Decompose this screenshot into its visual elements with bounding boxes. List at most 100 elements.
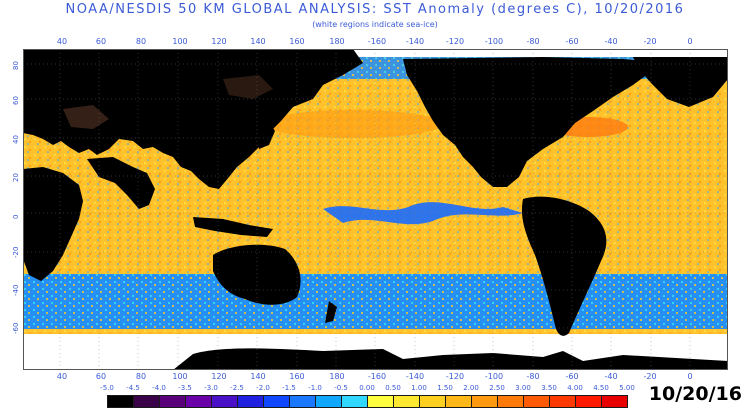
- longitude-label: -20: [643, 372, 657, 381]
- longitude-label: -80: [526, 37, 540, 46]
- longitude-label: -140: [405, 37, 425, 46]
- colorbar-swatch: [107, 395, 134, 408]
- longitude-label: 160: [289, 372, 305, 381]
- longitude-label: 180: [329, 37, 345, 46]
- japan-land: [255, 119, 275, 149]
- colorbar-swatch: [575, 395, 602, 408]
- colorbar-swatch: [315, 395, 342, 408]
- longitude-label: 60: [95, 37, 107, 46]
- colorbar-label: -3.5: [178, 384, 192, 392]
- date-stamp: 10/20/16: [648, 383, 742, 405]
- longitude-label: 140: [250, 372, 266, 381]
- asia-detail: [223, 75, 273, 99]
- colorbar-swatch: [497, 395, 524, 408]
- longitude-label: 180: [329, 372, 345, 381]
- latitude-label: 20: [12, 173, 20, 182]
- colorbar-label: 4.50: [593, 384, 609, 392]
- europe-detail: [63, 105, 109, 129]
- colorbar-swatch: [289, 395, 316, 408]
- colorbar-swatch: [523, 395, 550, 408]
- longitude-label: 100: [172, 37, 188, 46]
- colorbar-label: 0.00: [359, 384, 375, 392]
- colorbar-label: 1.50: [437, 384, 453, 392]
- longitude-label: 120: [211, 372, 227, 381]
- colorbar-swatch: [393, 395, 420, 408]
- longitude-label: -120: [445, 37, 465, 46]
- colorbar-label: 5.00: [619, 384, 635, 392]
- longitude-label: -100: [484, 372, 504, 381]
- latitude-label: 40: [12, 135, 20, 144]
- longitude-label: -120: [445, 372, 465, 381]
- map-subtitle: (white regions indicate sea-ice): [312, 20, 438, 29]
- colorbar-label: 2.50: [489, 384, 505, 392]
- longitude-label: 80: [135, 37, 147, 46]
- colorbar-label: -1.5: [282, 384, 296, 392]
- colorbar-label: -2.5: [230, 384, 244, 392]
- colorbar-swatch: [133, 395, 160, 408]
- colorbar-label: -4.0: [152, 384, 166, 392]
- africa-land: [23, 167, 83, 281]
- longitude-label: 60: [95, 372, 107, 381]
- colorbar-label: -5.0: [100, 384, 114, 392]
- colorbar-swatch: [185, 395, 212, 408]
- latitude-label: -60: [12, 322, 20, 334]
- longitude-label: 160: [289, 37, 305, 46]
- latitude-label: -40: [12, 284, 20, 296]
- colorbar-label: 3.00: [515, 384, 531, 392]
- north-pacific-warm: [263, 110, 443, 138]
- colorbar-label: -2.0: [256, 384, 270, 392]
- colorbar-label: 1.00: [411, 384, 427, 392]
- colorbar-swatch: [237, 395, 264, 408]
- south-america-land: [521, 196, 607, 336]
- colorbar-swatch: [471, 395, 498, 408]
- colorbar-swatch: [601, 395, 628, 408]
- graticule: [23, 49, 728, 370]
- new-zealand-land: [325, 301, 337, 323]
- colorbar-label: 0.50: [385, 384, 401, 392]
- colorbar-label: -4.5: [126, 384, 140, 392]
- longitude-label: -160: [367, 372, 387, 381]
- longitude-label: -80: [526, 372, 540, 381]
- longitude-label: 0: [687, 372, 693, 381]
- sst-anomaly-map: [23, 49, 728, 370]
- colorbar-label: -3.0: [204, 384, 218, 392]
- longitude-label: -140: [405, 372, 425, 381]
- latitude-label: 0: [12, 214, 20, 219]
- colorbar-label: 3.50: [541, 384, 557, 392]
- colorbar-swatch: [159, 395, 186, 408]
- latitude-label: 60: [12, 96, 20, 105]
- colorbar-swatch: [549, 395, 576, 408]
- colorbar-label: -1.0: [308, 384, 322, 392]
- longitude-label: -20: [643, 37, 657, 46]
- longitude-label: -40: [604, 37, 618, 46]
- greenland-land: [633, 57, 728, 107]
- indonesia-land: [193, 217, 273, 237]
- longitude-label: -60: [565, 37, 579, 46]
- colorbar-swatch: [419, 395, 446, 408]
- southern-ocean-cool-band: [23, 274, 728, 329]
- antarctica-land: [173, 348, 728, 370]
- longitude-label: 0: [687, 37, 693, 46]
- arabia-india-land: [87, 157, 155, 209]
- longitude-label: -60: [565, 372, 579, 381]
- latitude-label: 80: [12, 61, 20, 70]
- longitude-label: -100: [484, 37, 504, 46]
- colorbar-label: 2.00: [463, 384, 479, 392]
- longitude-label: -160: [367, 37, 387, 46]
- colorbar-swatch: [263, 395, 290, 408]
- colorbar-swatch: [367, 395, 394, 408]
- longitude-label: -40: [604, 372, 618, 381]
- colorbar-label: 4.00: [567, 384, 583, 392]
- colorbar-label: -0.5: [334, 384, 348, 392]
- longitude-label: 40: [56, 372, 68, 381]
- longitude-label: 120: [211, 37, 227, 46]
- eurasia-land: [23, 49, 363, 189]
- longitude-label: 100: [172, 372, 188, 381]
- longitude-label: 140: [250, 37, 266, 46]
- colorbar-swatch: [211, 395, 238, 408]
- australia-land: [213, 244, 301, 305]
- north-america-land: [403, 57, 663, 187]
- latitude-label: -20: [12, 246, 20, 258]
- colorbar-swatch: [341, 395, 368, 408]
- colorbar-swatch: [445, 395, 472, 408]
